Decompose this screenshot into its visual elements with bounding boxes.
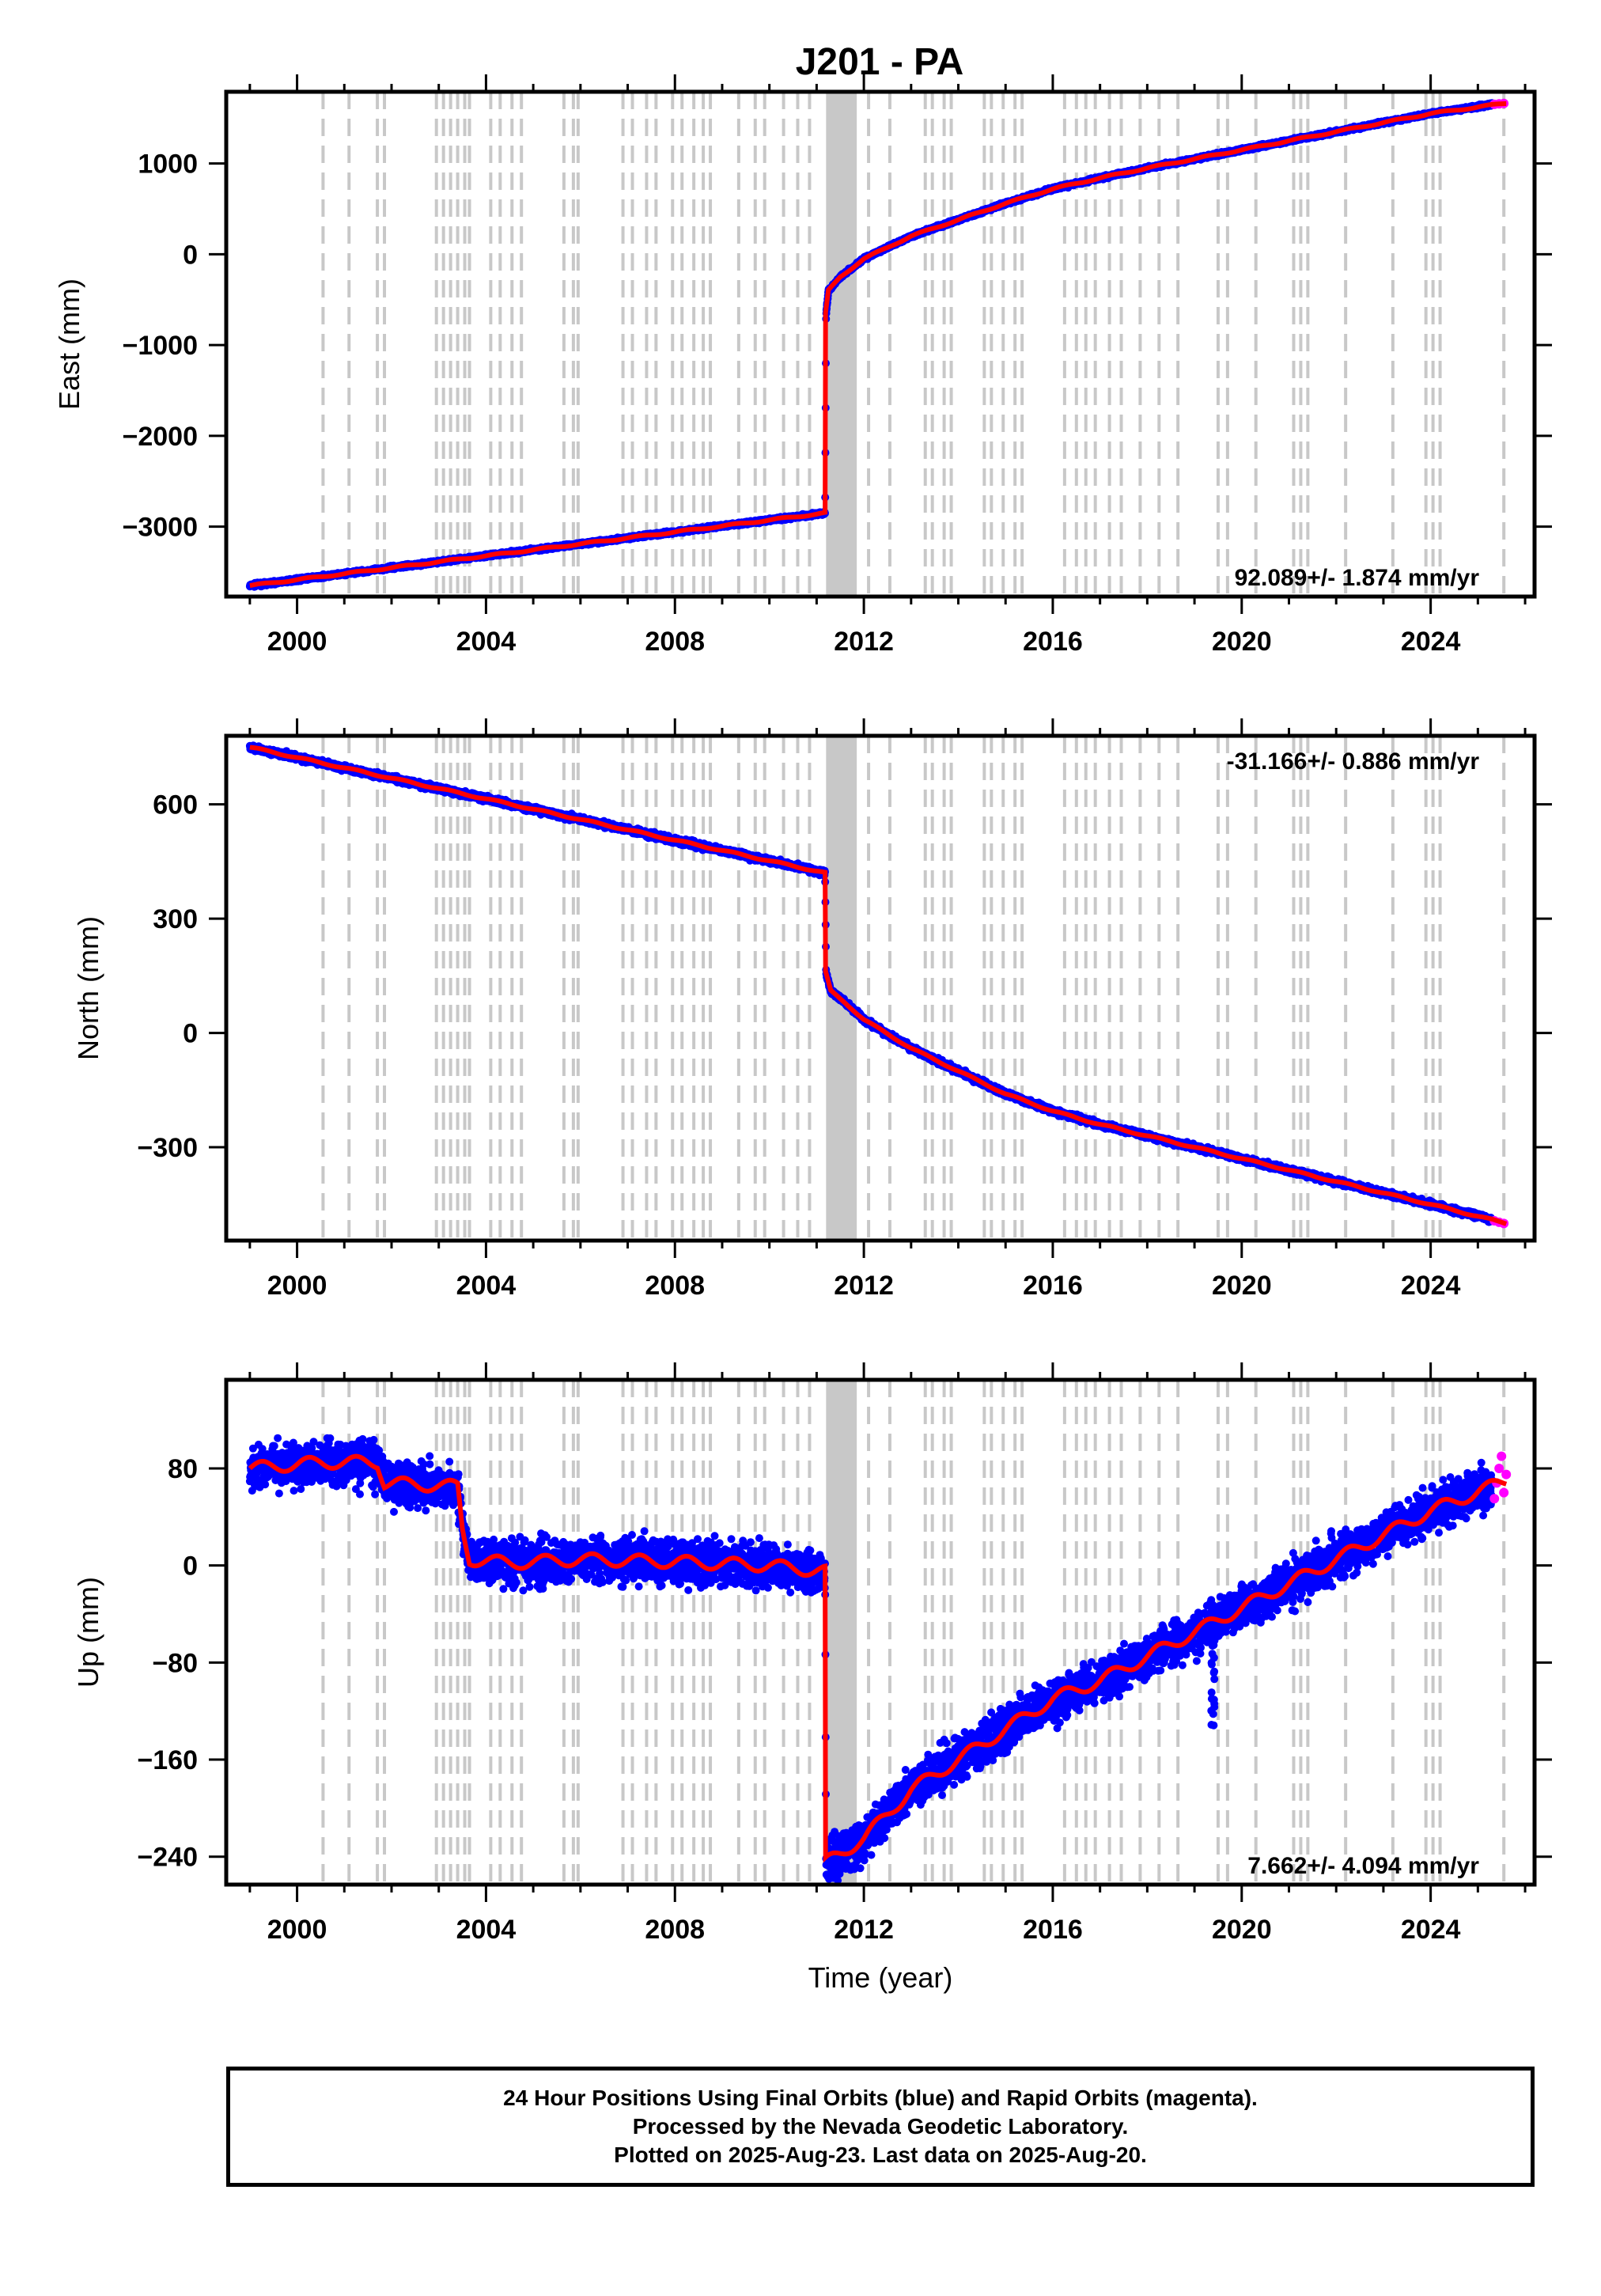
east-panel: 2000 2004 2008 2012 2016 2020 202410000−1000−2…	[53, 74, 1552, 657]
figure-title: J201 - PA	[796, 41, 964, 83]
plot-area	[245, 92, 1509, 597]
